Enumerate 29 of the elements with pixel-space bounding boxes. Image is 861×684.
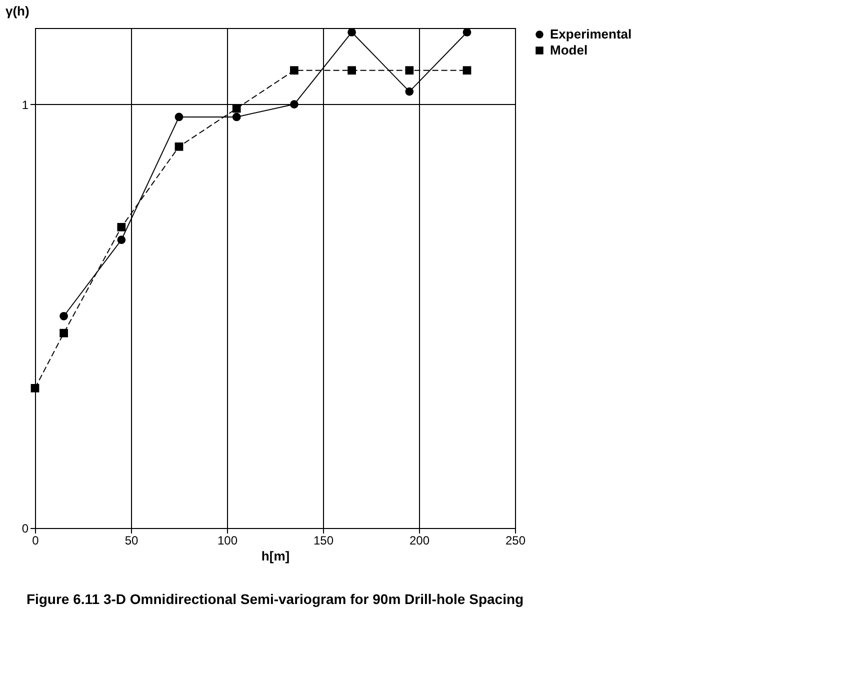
legend-label: Experimental: [550, 26, 632, 42]
point: [290, 100, 298, 108]
point: [60, 328, 68, 338]
x-axis-title: h[m]: [261, 548, 290, 564]
x-tick-label: 50: [124, 534, 138, 548]
y-axis-title: γ(h): [6, 4, 30, 18]
point: [232, 112, 241, 122]
x-tick-label: 200: [409, 534, 430, 548]
point: [117, 236, 126, 244]
point: [30, 384, 40, 392]
point: [462, 28, 472, 36]
point: [174, 112, 184, 122]
point: [174, 142, 184, 151]
x-tick-label: 100: [217, 534, 238, 548]
legend-label: Model: [550, 42, 588, 58]
y-tick-label: 1: [22, 98, 29, 112]
x-tick-label: 150: [313, 534, 334, 548]
point: [348, 66, 356, 75]
point: [405, 87, 414, 96]
point: [117, 222, 126, 232]
point: [462, 66, 472, 75]
point: [60, 312, 68, 320]
point: [290, 66, 298, 75]
x-tick-label: 0: [32, 534, 40, 548]
point: [348, 28, 356, 36]
text: Figure 6.11 3-D Omnidirectional Semi-variogram for 90m Drill-hole Spacing: [26, 591, 524, 607]
x-tick-label: 250: [505, 534, 526, 548]
point: [232, 104, 241, 113]
point: [405, 66, 414, 75]
